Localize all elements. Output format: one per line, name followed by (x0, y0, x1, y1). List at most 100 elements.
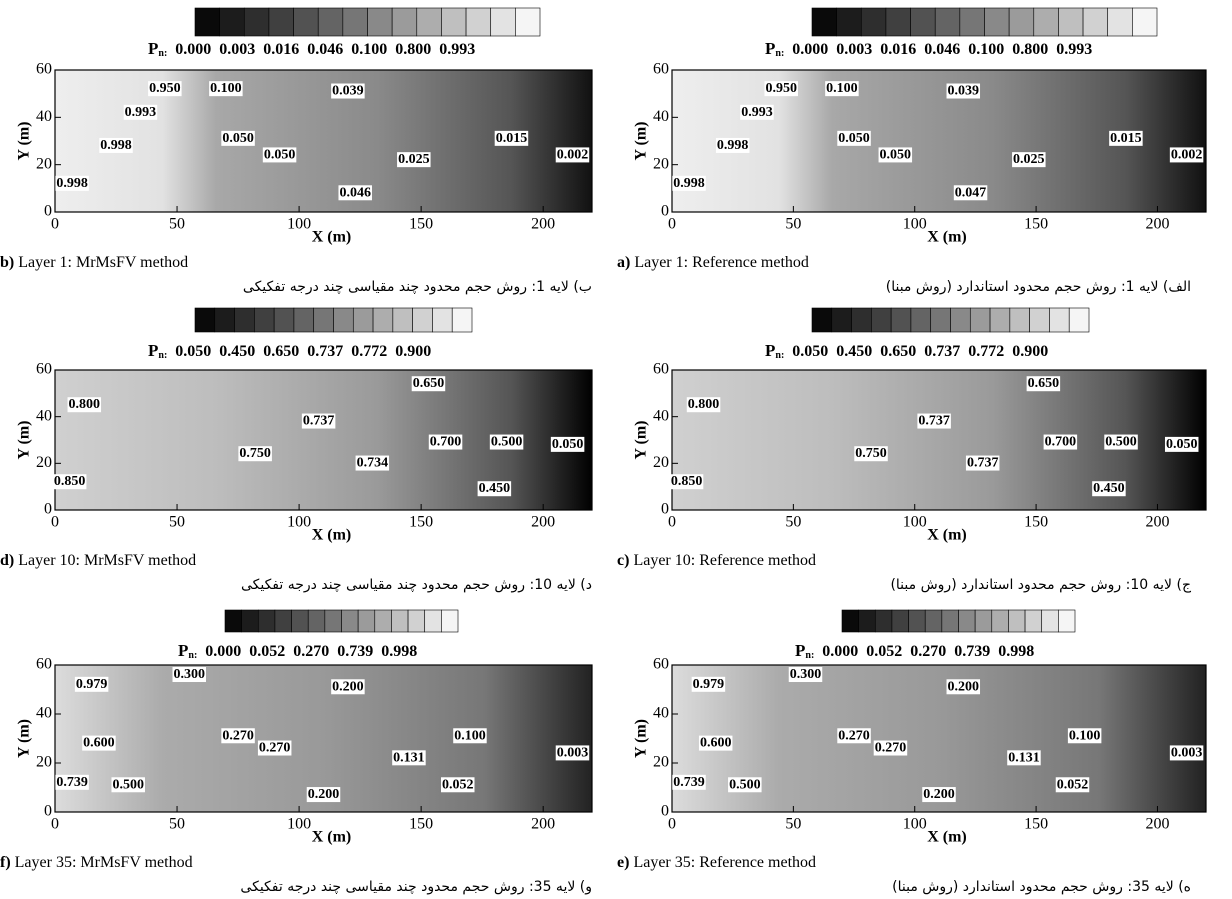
legend-level: 0.046 (307, 41, 343, 58)
legend-symbol: P (765, 39, 775, 58)
contour-label-box (1164, 436, 1199, 452)
legend: Pn: 0.000 0.003 0.016 0.046 0.100 0.800 0.993 (148, 39, 475, 59)
contour-label: 0.015 (1110, 131, 1142, 146)
colorbar-swatch (974, 609, 993, 633)
y-axis-label: Y (m) (16, 719, 33, 758)
contour-label: 0.750 (855, 446, 887, 461)
colorbar-swatch (851, 307, 872, 333)
colorbar-swatch (1068, 307, 1090, 333)
colorbar-swatch (1049, 307, 1070, 333)
contour-label-box (331, 679, 365, 695)
contour-label: 0.270 (875, 741, 907, 756)
colorbar-swatch (243, 7, 270, 37)
colorbar-swatch (811, 7, 837, 37)
y-tick-label: 0 (44, 203, 52, 220)
contour-label: 0.047 (955, 185, 987, 200)
colorbar-swatch (1041, 609, 1059, 633)
x-tick-label: 0 (51, 514, 59, 531)
colorbar-swatch (811, 307, 833, 333)
contour-label: 0.600 (83, 736, 115, 751)
legend: Pn: 0.050 0.450 0.650 0.737 0.772 0.900 (765, 341, 1048, 361)
caption: e) Layer 35: Reference method (617, 854, 816, 871)
contour-label: 0.300 (174, 667, 206, 682)
colorbar-swatch (273, 307, 295, 333)
y-axis-label: Y (m) (633, 719, 650, 758)
legend-level: 0.000 (792, 41, 828, 58)
contour-label: 0.270 (222, 728, 254, 743)
legend-subscript: n: (158, 350, 167, 361)
colorbar-swatch (257, 609, 276, 633)
x-tick-label: 100 (903, 514, 927, 531)
colorbar-swatch (910, 7, 936, 37)
contour-label: 0.950 (765, 81, 797, 96)
contour-label: 0.050 (838, 131, 870, 146)
contour-label-box (1109, 130, 1143, 146)
contour-label-box (873, 740, 908, 756)
contour-label-box (669, 474, 704, 490)
contour-label-box (52, 474, 87, 490)
contour-label-box (946, 679, 981, 695)
contour-label-box (209, 81, 243, 97)
contour-label-box (221, 728, 255, 744)
caption-tag: b) (0, 254, 14, 271)
contour-label: 0.998 (100, 138, 132, 153)
legend-subscript: n: (775, 350, 784, 361)
contour-label-box (82, 735, 116, 751)
colorbar-swatch (1033, 7, 1059, 37)
x-tick-label: 150 (409, 514, 433, 531)
legend-level: 0.050 (175, 343, 211, 360)
contour-label: 0.800 (688, 397, 720, 412)
contour-label: 0.100 (454, 728, 486, 743)
contour-label-box (1026, 376, 1061, 392)
contour-label: 0.300 (790, 667, 822, 682)
colorbar-swatch (1008, 7, 1035, 37)
legend-level: 0.737 (307, 343, 343, 360)
caption: d) Layer 10: MrMsFV method (0, 552, 196, 569)
y-axis-label: Y (m) (633, 421, 650, 460)
colorbar-swatch (372, 307, 394, 333)
x-tick-label: 0 (668, 514, 676, 531)
caption: f) Layer 35: MrMsFV method (0, 854, 193, 871)
contour-label-box (489, 434, 524, 450)
colorbar-swatch (432, 307, 453, 333)
contour-label-box (262, 147, 297, 163)
caption-text: Layer 1: Reference method (634, 254, 809, 271)
x-axis-label: X (m) (927, 829, 967, 846)
x-tick-label: 100 (903, 216, 927, 233)
contour-label: 0.100 (826, 81, 858, 96)
contour-label-box (494, 130, 529, 146)
colorbar-swatch (391, 609, 409, 633)
contour-label: 0.025 (398, 152, 430, 167)
contour-label: 0.737 (918, 414, 950, 429)
legend-level: 0.650 (263, 343, 299, 360)
colorbar-swatch (268, 7, 294, 37)
caption-text: Layer 10: MrMsFV method (18, 552, 196, 569)
y-tick-label: 0 (661, 803, 669, 820)
x-tick-label: 150 (409, 816, 433, 833)
y-axis-label: Y (m) (633, 122, 650, 161)
x-axis-label: X (m) (312, 229, 352, 246)
caption-fa: و) لایه 35: روش حجم محدود چند مقیاسی چند… (240, 879, 592, 895)
legend-level: 0.000 (205, 643, 241, 660)
colorbar-swatch (241, 609, 259, 633)
y-tick-label: 0 (44, 803, 52, 820)
colorbar-swatch (392, 307, 413, 333)
x-tick-label: 50 (169, 514, 185, 531)
y-tick-label: 60 (653, 61, 669, 78)
legend-subscript: n: (775, 48, 784, 59)
caption-tag: e) (617, 854, 629, 871)
contour-label: 0.739 (673, 775, 705, 790)
contour-label: 0.050 (880, 147, 912, 162)
contour-label: 0.003 (557, 745, 589, 760)
x-tick-label: 50 (169, 216, 185, 233)
caption-tag: c) (617, 552, 629, 569)
contour-label-box (123, 104, 158, 120)
legend-subscript: n: (158, 48, 167, 59)
contour-label-box (453, 728, 487, 744)
contour-label: 0.650 (413, 376, 445, 391)
colorbar-swatch (1132, 7, 1158, 37)
colorbar-swatch (885, 7, 911, 37)
colorbar-swatch (224, 609, 242, 633)
y-tick-label: 20 (653, 155, 669, 172)
